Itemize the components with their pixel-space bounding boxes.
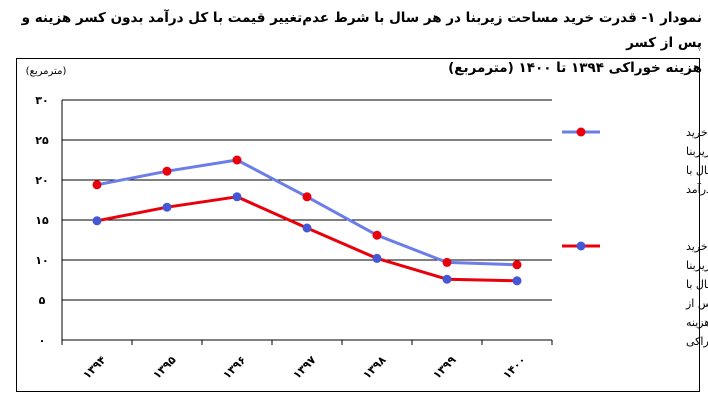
legend-2-label-line: مساحت زیربنا	[686, 259, 708, 272]
y-tick-label: ۱۵	[35, 214, 49, 227]
series-1-point	[232, 155, 242, 165]
series-1-point	[512, 260, 522, 270]
legend-1-label-line: قدرت خرید	[686, 126, 708, 139]
legend-2-swatch-marker	[576, 241, 586, 251]
series-2-point	[442, 274, 452, 284]
series-1-point	[162, 166, 172, 176]
legend-2-label-line: درآمد پس از	[685, 296, 708, 310]
y-axis-unit-label: (مترمربع)	[26, 66, 67, 77]
x-tick-label: ۱۳۹۴	[80, 353, 108, 381]
series-1-line	[96, 158, 518, 267]
x-tick-label: ۱۳۹۵	[150, 353, 178, 381]
y-tick-label: ۳۰	[35, 94, 48, 107]
y-tick-label: ۵	[39, 294, 46, 307]
legend-1-label-line: در هر سال با	[686, 164, 708, 177]
series-1-point	[302, 192, 312, 202]
series-2-point	[162, 202, 172, 212]
series-2-point	[302, 223, 312, 233]
legend-1-label-line: مساحت زیربنا	[686, 145, 708, 158]
series-2-point	[372, 253, 382, 263]
series-1-point	[442, 257, 452, 267]
y-tick-label: ۰	[39, 334, 46, 347]
chart-title-line-2: هزینه خوراکی ۱۳۹۴ تا ۱۴۰۰ (مترمربع)	[448, 60, 702, 76]
x-tick-label: ۱۳۹۸	[360, 353, 388, 381]
legend-2-label-line: در هر سال با	[686, 278, 708, 291]
x-tick-label: ۱۳۹۹	[430, 353, 458, 381]
y-tick-label: ۲۵	[35, 134, 49, 147]
legend-2-label-line: کسر هزینه	[686, 316, 708, 329]
y-tick-label: ۲۰	[35, 174, 48, 187]
chart-title-line-1: نمودار ۱- قدرت خرید مساحت زیربنا در هر س…	[21, 10, 702, 51]
chart-title: نمودار ۱- قدرت خرید مساحت زیربنا در هر س…	[6, 6, 702, 81]
y-tick-label: ۱۰	[35, 254, 48, 267]
series-2-point	[92, 216, 102, 226]
chart-frame	[16, 58, 700, 392]
x-tick-label: ۱۳۹۶	[220, 353, 248, 381]
legend-1-label-line: کل درآمد	[686, 182, 708, 196]
legend-1-swatch-marker	[576, 127, 586, 137]
x-tick-label: ۱۳۹۷	[290, 353, 318, 381]
legend-2-label-line: خوراکی	[686, 335, 708, 348]
series-1-point	[372, 230, 382, 240]
legend-2-label-line: قدرت‌خرید	[686, 240, 708, 253]
x-tick-label: ۱۴۰۰	[500, 353, 528, 381]
series-2-point	[232, 192, 242, 202]
series-2-point	[512, 276, 522, 286]
series-1-point	[92, 180, 102, 190]
series-2-line	[96, 195, 518, 283]
